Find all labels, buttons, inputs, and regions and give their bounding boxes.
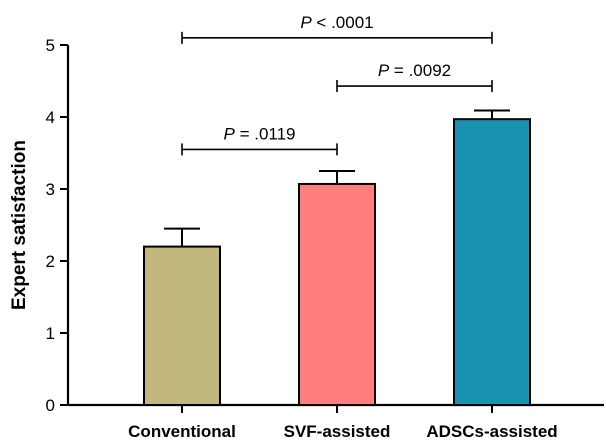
y-tick-label: 1 xyxy=(46,324,55,343)
y-tick-label: 0 xyxy=(46,396,55,415)
y-tick-label: 2 xyxy=(46,252,55,271)
y-axis-title: Expert satisfaction xyxy=(9,140,30,310)
p-symbol: P xyxy=(300,13,312,32)
bars xyxy=(143,109,531,406)
significance-label: P < .0001 xyxy=(300,13,373,32)
bar xyxy=(453,118,531,406)
y-tick-label: 4 xyxy=(46,108,55,127)
p-value: = .0119 xyxy=(235,124,296,143)
x-tick-label: Conventional xyxy=(128,422,236,441)
p-value: = .0092 xyxy=(389,61,451,80)
p-symbol: P xyxy=(224,124,236,143)
p-symbol: P xyxy=(378,61,390,80)
x-tick-label: SVF-assisted xyxy=(284,422,391,441)
bar xyxy=(298,182,376,406)
y-tick-label: 5 xyxy=(46,36,55,55)
significance-label: P = .0092 xyxy=(378,61,451,80)
bar xyxy=(143,245,221,406)
significance-label: P = .0119 xyxy=(224,124,296,143)
x-tick-label: ADSCs-assisted xyxy=(426,422,557,441)
p-value: < .0001 xyxy=(312,13,374,32)
y-tick-label: 3 xyxy=(46,180,55,199)
